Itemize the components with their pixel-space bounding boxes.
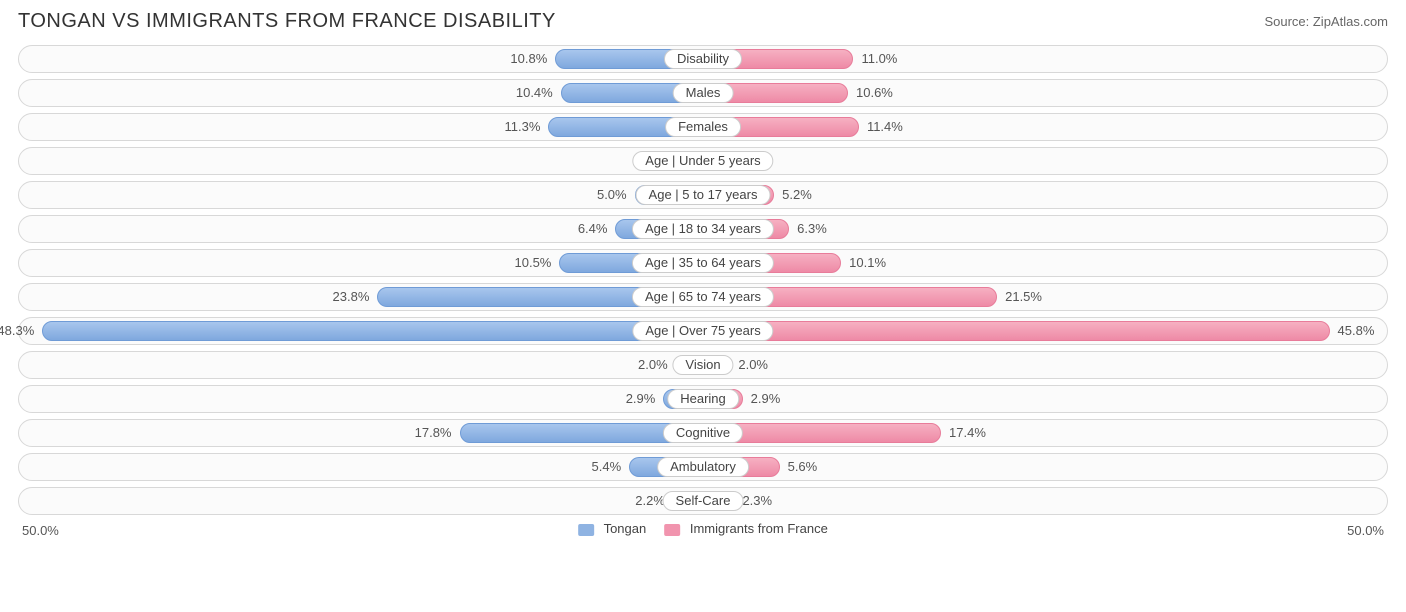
chart-row: 10.8% 11.0% Disability [18, 45, 1388, 73]
chart-row: 5.0% 5.2% Age | 5 to 17 years [18, 181, 1388, 209]
category-label: Age | 18 to 34 years [632, 219, 774, 239]
value-right: 45.8% [1338, 323, 1375, 338]
chart-row: 23.8% 21.5% Age | 65 to 74 years [18, 283, 1388, 311]
value-right: 6.3% [797, 221, 827, 236]
category-label: Cognitive [663, 423, 743, 443]
value-right: 11.0% [861, 51, 897, 66]
value-left: 2.2% [635, 493, 665, 508]
value-right: 10.1% [849, 255, 886, 270]
chart-rows: 10.8% 11.0% Disability 10.4% 10.6% Males 11.3%… [18, 45, 1388, 515]
legend-label-left: Tongan [604, 521, 647, 536]
chart-source: Source: ZipAtlas.com [1264, 14, 1388, 29]
category-label: Vision [672, 355, 733, 375]
chart-legend: Tongan Immigrants from France [578, 521, 828, 536]
value-left: 11.3% [505, 119, 541, 134]
chart-footer: 50.0% Tongan Immigrants from France 50.0… [18, 521, 1388, 543]
chart-row: 10.4% 10.6% Males [18, 79, 1388, 107]
legend-swatch-right [664, 524, 680, 536]
category-label: Age | Under 5 years [632, 151, 773, 171]
value-right: 2.0% [738, 357, 768, 372]
value-right: 17.4% [949, 425, 986, 440]
category-label: Disability [664, 49, 742, 69]
category-label: Age | Over 75 years [632, 321, 773, 341]
category-label: Age | 5 to 17 years [636, 185, 771, 205]
chart-row: 1.3%1.2%Age | Under 5 years [18, 147, 1388, 175]
value-left: 2.9% [626, 391, 656, 406]
value-right: 2.3% [742, 493, 772, 508]
legend-swatch-left [578, 524, 594, 536]
chart-row: 48.3%45.8%Age | Over 75 years [18, 317, 1388, 345]
value-left: 6.4% [578, 221, 608, 236]
value-left: 10.5% [515, 255, 552, 270]
chart-row: 2.2% 2.3%Self-Care [18, 487, 1388, 515]
legend-label-right: Immigrants from France [690, 521, 828, 536]
axis-right-label: 50.0% [1347, 523, 1384, 538]
category-label: Age | 35 to 64 years [632, 253, 774, 273]
chart-row: 2.9% 2.9% Hearing [18, 385, 1388, 413]
axis-left-label: 50.0% [22, 523, 59, 538]
value-left: 17.8% [415, 425, 452, 440]
value-left: 10.8% [510, 51, 547, 66]
chart-header: TONGAN VS IMMIGRANTS FROM FRANCE DISABIL… [18, 10, 1388, 33]
chart-row: 11.3% 11.4% Females [18, 113, 1388, 141]
value-right: 21.5% [1005, 289, 1042, 304]
value-right: 11.4% [867, 119, 903, 134]
value-left: 48.3% [0, 323, 34, 338]
value-left: 23.8% [333, 289, 370, 304]
chart-row: 17.8% 17.4% Cognitive [18, 419, 1388, 447]
category-label: Males [673, 83, 734, 103]
chart-row: 2.0% 2.0% Vision [18, 351, 1388, 379]
chart-row: 5.4% 5.6% Ambulatory [18, 453, 1388, 481]
value-right: 5.2% [782, 187, 812, 202]
chart-title: TONGAN VS IMMIGRANTS FROM FRANCE DISABIL… [18, 10, 556, 33]
category-label: Age | 65 to 74 years [632, 287, 774, 307]
chart-row: 6.4% 6.3% Age | 18 to 34 years [18, 215, 1388, 243]
value-left: 5.0% [597, 187, 627, 202]
value-right: 5.6% [788, 459, 818, 474]
value-left: 5.4% [592, 459, 622, 474]
value-left: 2.0% [638, 357, 668, 372]
category-label: Self-Care [663, 491, 744, 511]
legend-item-left: Tongan [578, 521, 646, 536]
category-label: Females [665, 117, 741, 137]
value-left: 10.4% [516, 85, 553, 100]
bar-right [703, 321, 1330, 341]
category-label: Ambulatory [657, 457, 749, 477]
bar-left [42, 321, 703, 341]
value-right: 2.9% [751, 391, 781, 406]
legend-item-right: Immigrants from France [664, 521, 828, 536]
category-label: Hearing [667, 389, 739, 409]
chart-row: 10.5% 10.1% Age | 35 to 64 years [18, 249, 1388, 277]
value-right: 10.6% [856, 85, 893, 100]
